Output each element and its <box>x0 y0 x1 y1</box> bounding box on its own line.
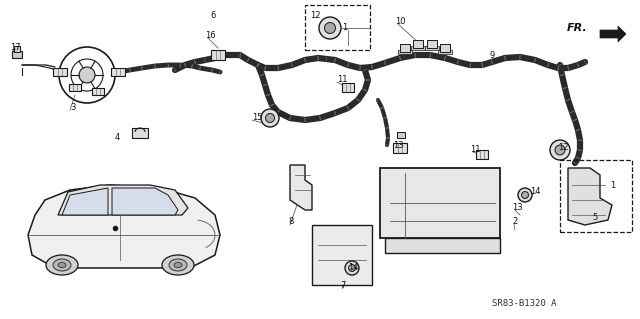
Polygon shape <box>600 26 626 42</box>
Text: 1: 1 <box>610 181 615 189</box>
Text: 9: 9 <box>490 50 495 60</box>
Text: 3: 3 <box>70 103 76 113</box>
FancyBboxPatch shape <box>132 128 148 138</box>
Text: 11: 11 <box>337 76 348 85</box>
Ellipse shape <box>162 255 194 275</box>
Text: FR.: FR. <box>567 23 588 33</box>
Circle shape <box>319 17 341 39</box>
Polygon shape <box>58 185 188 215</box>
Bar <box>12 51 22 58</box>
Ellipse shape <box>169 259 187 271</box>
Bar <box>398 50 412 54</box>
Circle shape <box>522 191 529 198</box>
FancyBboxPatch shape <box>393 143 407 153</box>
Ellipse shape <box>46 255 78 275</box>
Text: 1: 1 <box>342 24 348 33</box>
Text: 13: 13 <box>393 140 404 150</box>
Text: 13: 13 <box>512 204 523 212</box>
Text: 11: 11 <box>470 145 481 154</box>
Bar <box>413 40 423 48</box>
Circle shape <box>266 114 275 122</box>
Text: 8: 8 <box>288 218 293 226</box>
Text: 10: 10 <box>395 18 406 26</box>
Circle shape <box>550 140 570 160</box>
Polygon shape <box>568 168 612 225</box>
Polygon shape <box>290 165 312 210</box>
Bar <box>397 132 405 138</box>
Text: 2: 2 <box>512 218 517 226</box>
Text: 4: 4 <box>115 133 120 143</box>
Circle shape <box>518 188 532 202</box>
Polygon shape <box>62 188 108 215</box>
Polygon shape <box>112 188 178 215</box>
Circle shape <box>79 67 95 83</box>
Polygon shape <box>28 185 220 268</box>
Ellipse shape <box>53 259 71 271</box>
Bar <box>400 44 410 52</box>
Text: SR83-B1320 A: SR83-B1320 A <box>492 299 557 308</box>
Circle shape <box>324 23 335 33</box>
Bar <box>305 5 370 50</box>
FancyBboxPatch shape <box>342 83 354 92</box>
FancyBboxPatch shape <box>211 50 225 60</box>
Text: 5: 5 <box>592 213 597 222</box>
Text: 16: 16 <box>205 31 216 40</box>
Ellipse shape <box>174 263 182 268</box>
Circle shape <box>345 261 359 275</box>
Bar <box>560 160 632 232</box>
Circle shape <box>555 145 565 155</box>
FancyBboxPatch shape <box>53 68 67 76</box>
Text: 12: 12 <box>558 144 568 152</box>
FancyBboxPatch shape <box>476 150 488 159</box>
Bar <box>14 46 20 52</box>
Ellipse shape <box>58 263 66 268</box>
Text: 14: 14 <box>348 263 358 272</box>
Text: 14: 14 <box>530 188 541 197</box>
Text: 17: 17 <box>10 43 20 53</box>
Circle shape <box>261 109 279 127</box>
Bar <box>438 50 452 54</box>
Bar <box>411 46 425 50</box>
Bar <box>425 46 439 50</box>
FancyBboxPatch shape <box>92 88 104 95</box>
Bar <box>312 225 372 285</box>
Bar <box>380 168 500 238</box>
FancyBboxPatch shape <box>111 68 125 76</box>
Circle shape <box>349 264 355 271</box>
Text: 6: 6 <box>210 11 216 19</box>
Text: 12: 12 <box>310 11 321 19</box>
Text: 7: 7 <box>340 281 346 291</box>
Bar <box>440 44 450 52</box>
Bar <box>427 40 437 48</box>
FancyBboxPatch shape <box>69 84 81 91</box>
Bar <box>385 238 500 253</box>
Text: 15: 15 <box>252 114 262 122</box>
